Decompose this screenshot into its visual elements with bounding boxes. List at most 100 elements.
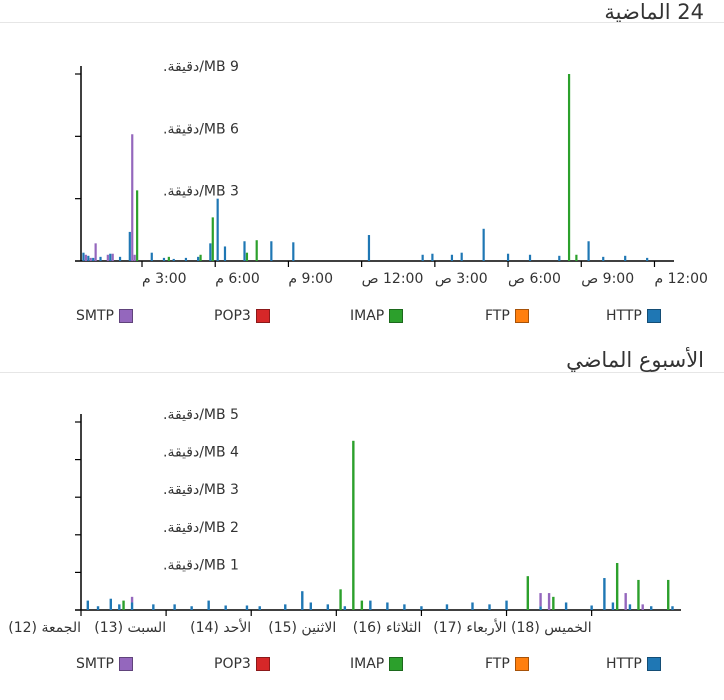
chart-24h-x-tick-label: 9:00 ص <box>581 271 634 287</box>
chart-24h-section: 24 الماضية 3 MB/دقيقة. 6 MB/دقيقة. 9 MB/دق… <box>0 0 724 340</box>
chart-24h-bar-imap <box>567 74 571 261</box>
chart-week-bar-http <box>224 605 227 610</box>
chart-24h-bar-http <box>162 257 166 261</box>
chart-week-bar-http <box>564 602 568 610</box>
legend-label-ftp: FTP <box>485 656 510 672</box>
chart-week-bar-imap <box>526 576 530 610</box>
legend-swatch-smtp <box>118 657 133 671</box>
chart-24h-x-tick-label: 12:00 ص <box>362 271 424 287</box>
chart-week-title: الأسبوع الماضي <box>566 348 704 372</box>
chart-week-bar-http <box>326 604 330 610</box>
chart-week-bar-http <box>603 578 606 610</box>
chart-week-bar-http <box>118 604 121 610</box>
chart-week-bar-imap <box>552 596 555 610</box>
chart-24h-bar-http <box>82 252 85 261</box>
legend-swatch-imap <box>389 657 404 671</box>
chart-24h-divider <box>0 22 724 23</box>
chart-24h-title: 24 الماضية <box>604 0 704 24</box>
chart-24h-bar-http <box>209 243 212 261</box>
chart-week-bar-http <box>173 604 176 610</box>
chart-week-bar-http <box>505 600 508 610</box>
chart-24h-bar-http <box>558 255 561 261</box>
chart-week-bar-http <box>309 602 312 610</box>
chart-24h-legend: HTTP FTP IMAP POP3 SMTP <box>0 306 724 326</box>
chart-week: 1 MB/دقيقة. 2 MB/دقيقة. 3 MB/دقيقة. 4 MB/دق… <box>8 407 681 636</box>
chart-week-bar-http <box>539 606 542 610</box>
chart-week-x-tick-label: الأربعاء (17) <box>433 618 506 636</box>
chart-24h-y-tick-label: 3 MB/دقيقة. <box>163 184 239 200</box>
chart-week-bar-http <box>403 604 406 610</box>
chart-24h-x-tick-label: 6:00 ص <box>508 271 561 287</box>
chart-24h-bar-smtp <box>89 257 92 261</box>
chart-24h-bar-http <box>482 228 485 261</box>
legend-label-http: HTTP <box>606 308 642 324</box>
legend-swatch-http <box>646 657 661 671</box>
chart-24h-bar-http <box>109 253 112 261</box>
chart-week-bar-http <box>611 602 615 610</box>
chart-week-bar-smtp <box>130 596 134 603</box>
chart-week-bar-smtp <box>539 593 542 607</box>
legend-label-ftp: FTP <box>485 308 510 324</box>
chart-week-bar-http <box>420 606 423 610</box>
legend-item-http: HTTP <box>606 306 661 326</box>
chart-24h-x-tick-label: 6:00 م <box>215 271 260 287</box>
chart-24h-bar-imap <box>245 252 249 261</box>
chart-24h-bar-imap <box>199 254 202 261</box>
chart-week-bar-http <box>258 606 261 610</box>
chart-24h-bar-http <box>92 257 95 261</box>
chart-week-bar-http <box>650 606 653 610</box>
chart-week-bar-http <box>590 605 593 610</box>
chart-24h-bar-http <box>450 254 454 261</box>
chart-24h-y-tick-label: 9 MB/دقيقة. <box>163 59 239 75</box>
chart-week-bar-http <box>207 600 210 610</box>
chart-24h-bar-http <box>87 255 90 261</box>
chart-24h-bar-http <box>460 252 463 261</box>
chart-24h-bar-http <box>292 242 295 261</box>
chart-24h-bar-smtp <box>111 253 114 261</box>
chart-week-bar-http <box>671 606 674 610</box>
chart-24h-bar-smtp <box>131 134 134 261</box>
chart-24h-bar-http <box>118 256 122 261</box>
chart-24h-bar-smtp <box>106 254 109 261</box>
chart-24h-bar-http <box>99 256 102 261</box>
chart-week-x-tick-label: الثلاثاء (16) <box>353 620 422 636</box>
legend-label-smtp: SMTP <box>76 656 114 672</box>
chart-24h-x-tick-label: 9:00 م <box>288 271 333 287</box>
chart-24h-y-tick-label: 6 MB/دقيقة. <box>163 121 239 137</box>
chart-week-bar-http <box>628 604 632 610</box>
legend-item-ftp: FTP <box>485 306 529 326</box>
chart-week-bar-http <box>86 600 90 610</box>
chart-week-x-tick-label: الجمعة (12) <box>8 620 81 636</box>
chart-week-bar-imap <box>637 579 640 610</box>
chart-24h-bar-http <box>602 256 605 261</box>
chart-week-bar-http <box>343 606 347 610</box>
chart-24h-bar-http <box>128 231 131 261</box>
legend-swatch-ftp <box>514 309 529 323</box>
chart-week-bar-http <box>130 602 134 610</box>
chart-week-bar-imap <box>615 563 619 610</box>
legend-swatch-imap <box>389 309 404 323</box>
legend-swatch-http <box>646 309 661 323</box>
chart-week-divider <box>0 372 724 373</box>
chart-24h-bar-smtp <box>133 254 136 261</box>
chart-week-x-tick-label: الاثنين (15) <box>268 620 336 636</box>
legend-swatch-smtp <box>118 309 133 323</box>
chart-week-x-tick-label: الأحد (14) <box>190 618 251 636</box>
chart-week-bar-http <box>152 604 155 610</box>
chart-24h-bar-imap <box>575 254 578 261</box>
legend-item-smtp: SMTP <box>76 306 133 326</box>
chart-week-bar-http <box>445 604 449 610</box>
legend-item-imap: IMAP <box>350 654 404 674</box>
legend-item-imap: IMAP <box>350 306 404 326</box>
legend-item-http: HTTP <box>606 654 661 674</box>
legend-item-pop3: POP3 <box>214 306 270 326</box>
chart-week-bar-smtp <box>624 593 627 610</box>
chart-week-bar-http <box>369 600 372 610</box>
chart-24h-bar-smtp <box>84 254 87 261</box>
chart-24h-bar-http <box>528 254 532 261</box>
legend-label-http: HTTP <box>606 656 642 672</box>
legend-item-ftp: FTP <box>485 654 529 674</box>
chart-week-bar-imap <box>339 589 342 610</box>
chart-24h-bar-http <box>243 241 246 261</box>
chart-24h-bar-http <box>421 254 424 261</box>
